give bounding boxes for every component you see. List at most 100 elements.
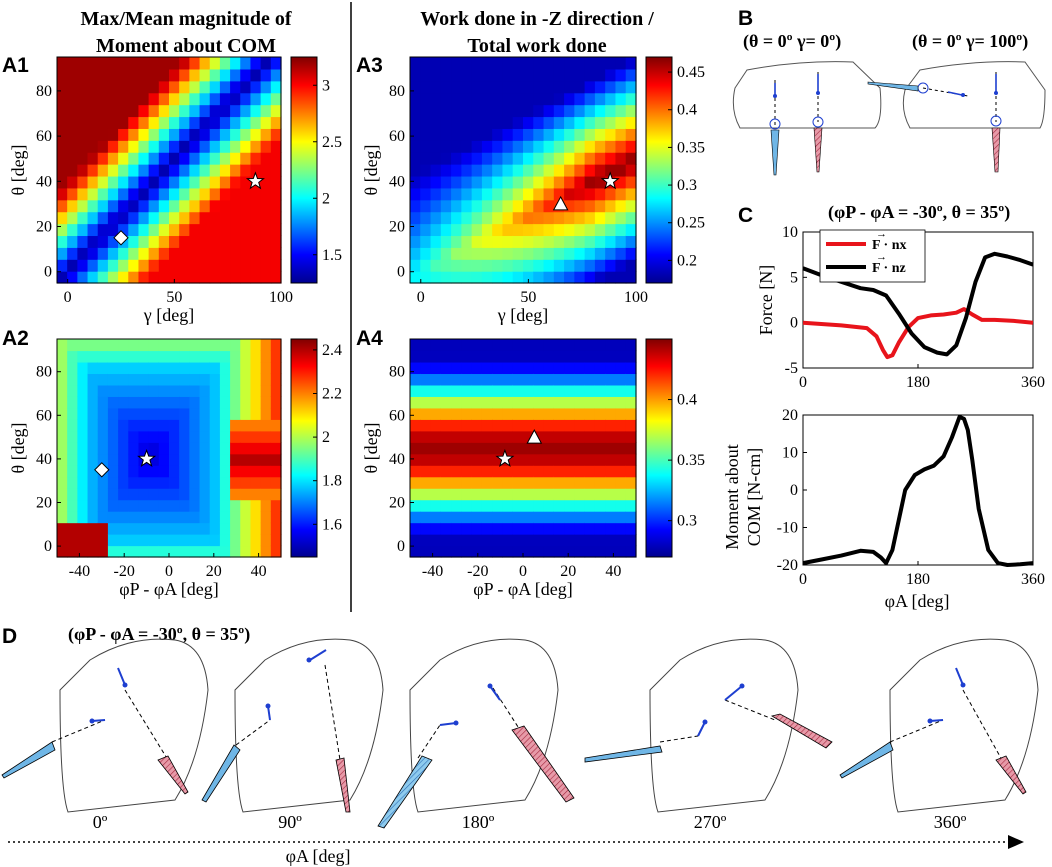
heatmap-cell <box>502 522 514 535</box>
heatmap-cell <box>199 235 211 248</box>
heatmap-cell <box>430 384 442 397</box>
heatmap-cell <box>148 545 160 558</box>
heatmap-cell <box>230 430 241 443</box>
heatmap-cell <box>564 488 575 501</box>
heatmap-cell <box>481 187 493 201</box>
heatmap-cell <box>250 373 262 386</box>
heatmap-cell <box>240 152 252 165</box>
heatmap-cell <box>97 247 109 260</box>
heatmap-cell <box>615 104 627 118</box>
heatmap-cell <box>440 407 452 420</box>
heatmap-cell <box>430 175 442 189</box>
heatmap-cell <box>471 211 483 225</box>
panel-b-right-diagram <box>867 61 1046 173</box>
heatmap-cell <box>138 339 150 352</box>
heatmap-cell <box>543 57 555 70</box>
heatmap-cell <box>461 361 473 375</box>
colorbar-tick-label: 0.35 <box>677 452 705 469</box>
heatmap-cell <box>57 476 68 489</box>
heatmap-cell <box>481 476 493 489</box>
heatmap-cell <box>138 488 150 501</box>
heatmap-cell <box>512 92 524 106</box>
heatmap-cell <box>451 223 462 237</box>
heatmap-cell <box>118 534 129 547</box>
heatmap-cell <box>533 350 545 363</box>
heatmap-cell <box>199 350 211 363</box>
heatmap-cell <box>158 373 170 386</box>
heatmap-cell <box>430 104 442 118</box>
heatmap-cell <box>605 104 617 118</box>
heatmap-cell <box>481 92 493 106</box>
heatmap-cell <box>107 339 119 352</box>
heatmap-cell <box>179 104 190 118</box>
heatmap-cell <box>461 350 473 363</box>
heatmap-cell <box>523 361 534 375</box>
heatmap-cell <box>97 68 109 82</box>
heatmap-cell <box>107 199 119 213</box>
heatmap-cell <box>553 384 565 397</box>
heatmap-cell <box>169 259 180 272</box>
heatmap-cell <box>471 152 483 165</box>
heatmap-cell <box>481 545 493 558</box>
heatmap-cell <box>523 140 534 153</box>
heatmap-cell <box>67 430 78 443</box>
colorbar-tick-label: 0.25 <box>677 215 705 232</box>
heatmap-cell <box>209 384 221 397</box>
heatmap-cell <box>451 534 462 547</box>
heatmap-cell <box>533 104 545 118</box>
heatmap-cell <box>461 211 473 225</box>
heatmap-cell <box>410 57 421 70</box>
heatmap-cell <box>564 92 575 106</box>
heatmap-cell <box>605 373 617 386</box>
heatmap-cell <box>138 511 150 524</box>
heatmap-cell <box>118 373 129 386</box>
heatmap-cell <box>240 259 252 272</box>
heatmap-cell <box>502 511 514 524</box>
heatmap-cell <box>451 419 462 432</box>
heatmap-cell <box>230 407 241 420</box>
heatmap-cell <box>492 442 504 455</box>
heatmap-cell <box>523 339 534 352</box>
heatmap-cell <box>250 465 262 478</box>
heatmap-cell <box>148 430 160 443</box>
heatmap-cell <box>574 271 586 284</box>
heatmap-cell <box>219 199 231 213</box>
heatmap-cell <box>107 104 119 118</box>
heatmap-cell <box>219 373 231 386</box>
heatmap-cell <box>219 407 231 420</box>
heatmap-cell <box>260 488 272 501</box>
heatmap-cell <box>584 57 596 70</box>
heatmap-cell <box>148 57 160 70</box>
heatmap-cell <box>199 247 211 260</box>
heatmap-cell <box>260 453 272 466</box>
heatmap-cell <box>471 419 483 432</box>
heatmap-cell <box>57 511 68 524</box>
heatmap-cell <box>97 80 109 94</box>
heatmap-cell <box>87 223 99 237</box>
heatmap-cell <box>492 152 504 165</box>
heatmap-cell <box>260 235 272 248</box>
heatmap-cell <box>420 534 432 547</box>
heatmap-cell <box>440 80 452 94</box>
heatmap-cell <box>87 373 99 386</box>
heatmap-cell <box>169 128 180 141</box>
heatmap-cell <box>461 68 473 82</box>
heatmap-cell <box>67 384 78 397</box>
heatmap-cell <box>128 350 140 363</box>
heatmap-cell <box>148 499 160 512</box>
heatmap-cell <box>512 259 524 272</box>
heatmap-cell <box>209 545 221 558</box>
heatmap-cell <box>471 199 483 213</box>
heatmap-cell <box>564 499 575 512</box>
heatmap-cell <box>219 175 231 189</box>
heatmap-cell <box>199 211 211 225</box>
heatmap-cell <box>574 465 586 478</box>
heatmap-cell <box>87 92 99 106</box>
heatmap-cell <box>219 247 231 260</box>
heatmap-cell <box>138 271 150 284</box>
heatmap-cell <box>502 419 514 432</box>
heatmap-cell <box>471 361 483 375</box>
heatmap-cell <box>57 522 68 535</box>
heatmap-cell <box>148 476 160 489</box>
heatmap-cell <box>574 339 586 352</box>
